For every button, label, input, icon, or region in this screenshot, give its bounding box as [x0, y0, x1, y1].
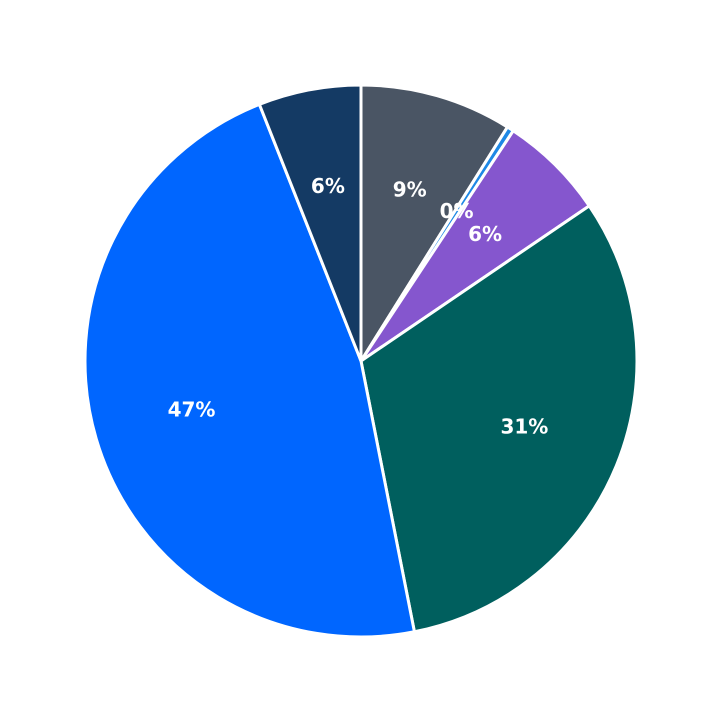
slice-label: 9%: [393, 178, 427, 202]
pie-slice: [359, 204, 639, 634]
slice-label: 0%: [440, 199, 474, 223]
slice-label: 6%: [468, 222, 502, 246]
slice-label: 47%: [168, 397, 216, 421]
pie-slice: [257, 83, 363, 363]
pie-slice: [359, 83, 509, 363]
pie-slice: [83, 102, 416, 639]
slice-label: 31%: [500, 415, 548, 439]
slice-label: 6%: [311, 174, 345, 198]
